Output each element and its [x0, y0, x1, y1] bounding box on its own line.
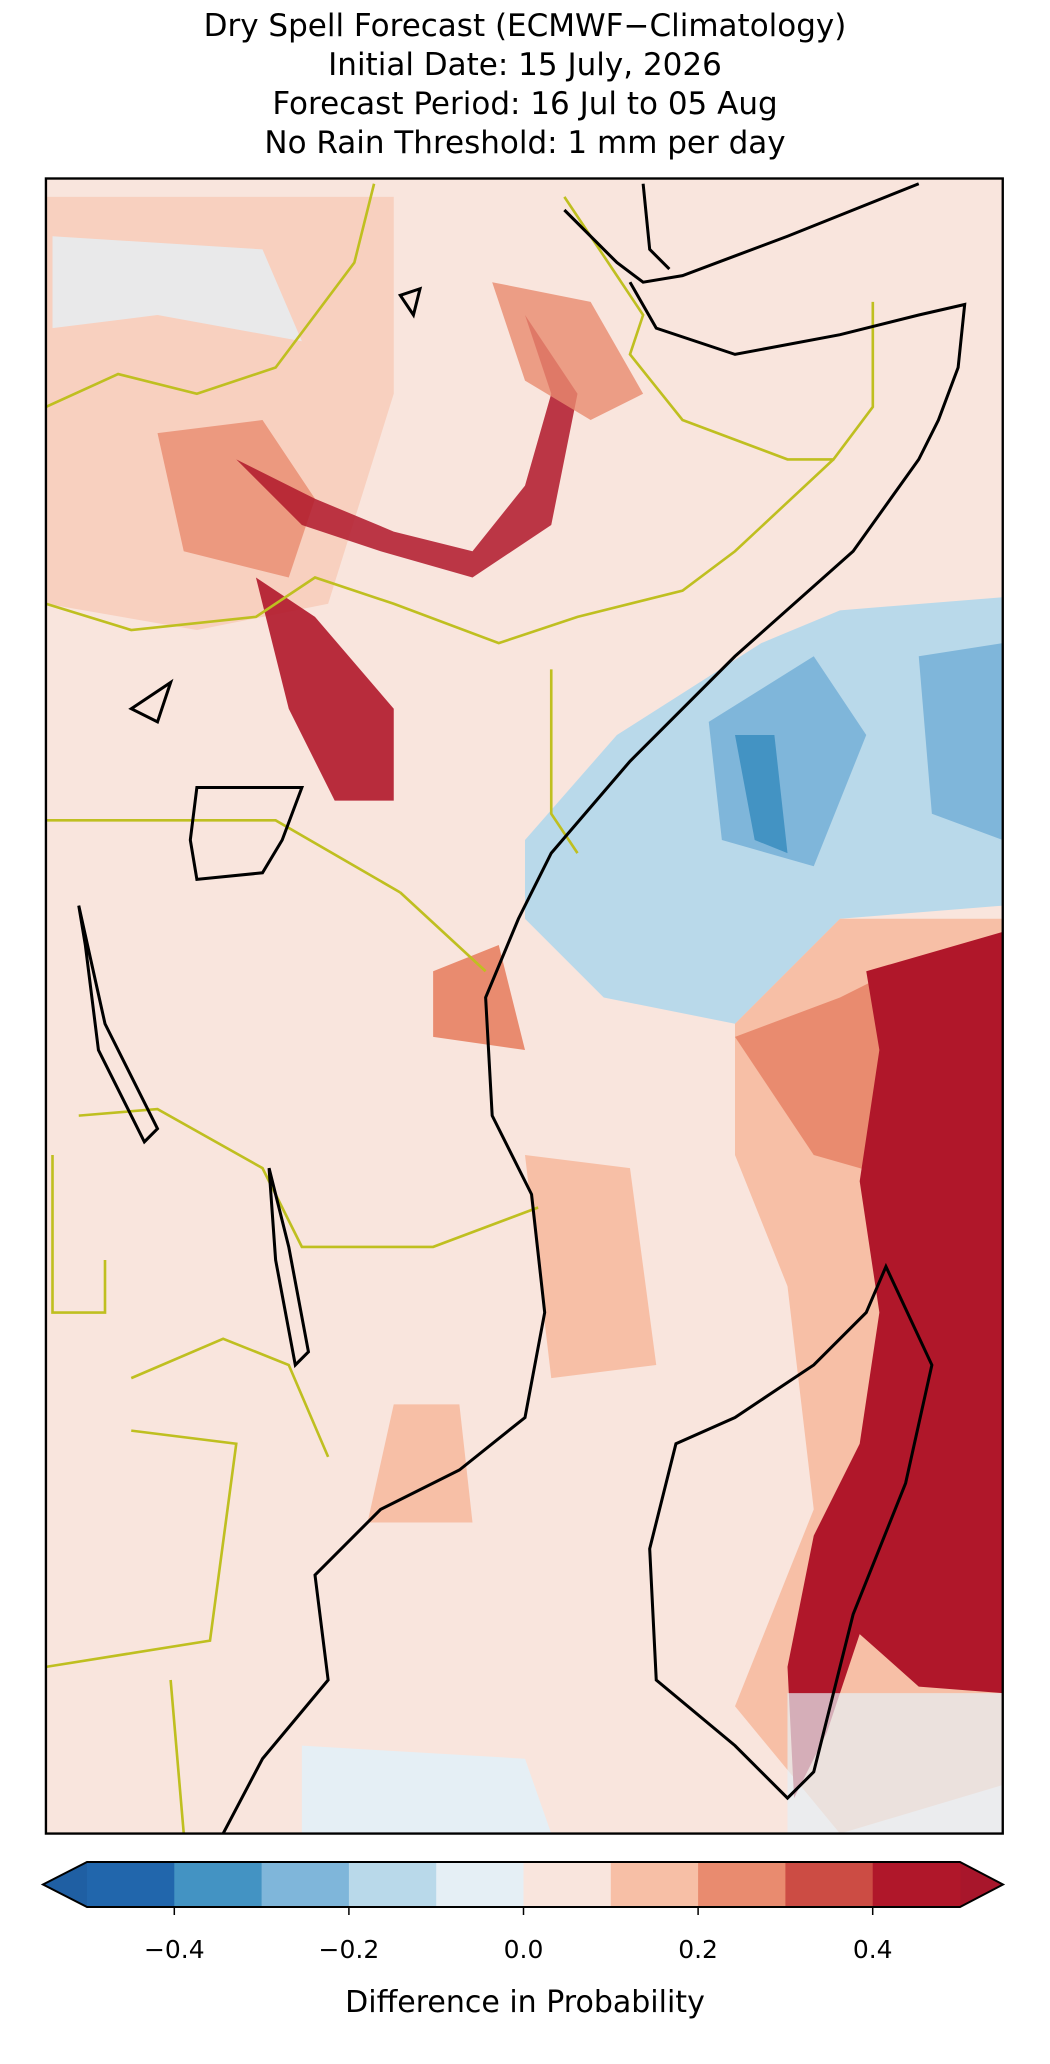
borders: [45, 183, 875, 1834]
colorbar-segment: [610, 1862, 699, 1907]
anomaly-area: [525, 1155, 657, 1379]
anomaly-area: [236, 315, 578, 578]
anomaly-area: [787, 1693, 1003, 1834]
colorbar-segment: [436, 1862, 524, 1907]
colorbar-segment: [785, 1862, 874, 1907]
title-line: Initial Date: 15 July, 2026: [328, 47, 722, 83]
map-frame: [44, 177, 1004, 1835]
anomaly-area: [735, 735, 788, 854]
colorbar-segment: [523, 1862, 612, 1907]
anomaly-area: [708, 656, 867, 867]
colorbar: −0.4 −0.2 0.0 0.2 0.4: [40, 1861, 1006, 1964]
colorbar-segment: [87, 1862, 175, 1907]
anomaly-area: [52, 236, 302, 342]
colorbar-tick-label: −0.4: [144, 1935, 205, 1964]
anomaly-area: [301, 1745, 552, 1834]
colorbar-extend-low: [43, 1862, 87, 1907]
title-line: Forecast Period: 16 Jul to 05 Aug: [272, 86, 777, 122]
colorbar-segment: [348, 1862, 437, 1907]
colorbar-tick-label: 0.4: [853, 1935, 893, 1964]
colorbar-segment: [261, 1862, 350, 1907]
colorbar-outline: [40, 1861, 1006, 1908]
colorbar-tick-label: −0.2: [319, 1935, 380, 1964]
anomaly-area: [787, 931, 1003, 1799]
anomaly-area: [255, 577, 394, 801]
colorbar-label: Difference in Probability: [345, 1985, 705, 2020]
map: [44, 177, 1004, 1835]
colorbar-segment: [698, 1862, 786, 1907]
anomaly-area: [492, 282, 644, 420]
anomaly-area: [433, 945, 525, 1050]
anomaly-area: [367, 1404, 473, 1523]
colorbar-tick-label: 0.2: [678, 1935, 718, 1964]
title-line: Dry Spell Forecast (ECMWF−Climatology): [204, 8, 847, 44]
anomaly-area: [918, 643, 1003, 840]
colorbar-tick-label: 0.0: [504, 1935, 544, 1964]
colorbar-extend-high: [960, 1862, 1003, 1907]
title-line: No Rain Threshold: 1 mm per day: [264, 125, 785, 161]
anomaly-area: [157, 420, 315, 578]
colorbar-segment: [174, 1862, 263, 1907]
coastline: [77, 182, 967, 1834]
colorbar-segment: [872, 1862, 961, 1907]
